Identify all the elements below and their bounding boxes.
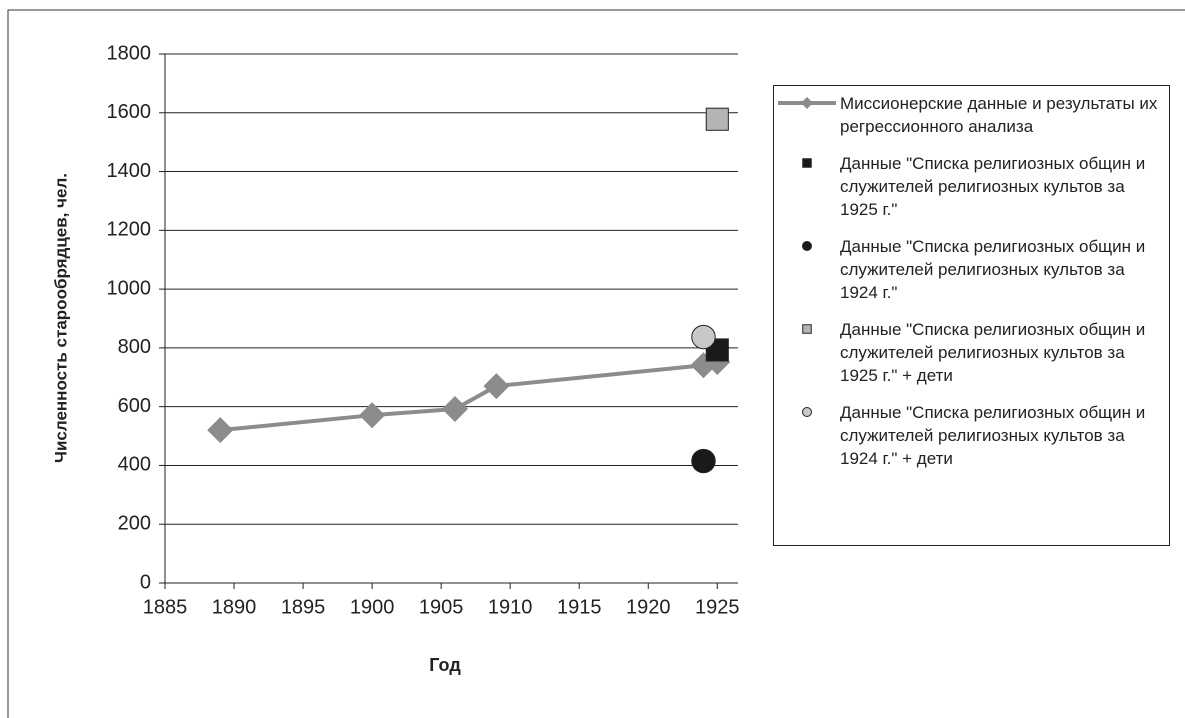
x-tick-label: 1920 [626,596,671,618]
x-tick-label: 1900 [350,596,395,618]
legend-item: Данные "Списка религиозных общин и служи… [774,401,1165,470]
y-tick-label: 1400 [107,160,152,182]
y-tick-label: 1600 [107,101,152,123]
legend-label: Данные "Списка религиозных общин и служи… [840,154,1146,219]
y-tick-label: 1200 [107,219,152,241]
legend-key [802,324,812,334]
legend-item: Миссионерские данные и результаты их рег… [774,92,1165,138]
x-axis-title: Год [429,655,461,675]
x-tick-label: 1905 [419,596,464,618]
frame [7,9,1185,718]
x-tick-label: 1915 [557,596,602,618]
marker [207,417,234,444]
marker [691,448,716,474]
marker [802,407,812,417]
legend-item: Данные "Списка религиозных общин и служи… [774,152,1165,221]
x-tick-label: 1925 [695,596,740,618]
legend-label: Данные "Списка религиозных общин и служи… [840,403,1146,468]
legend-key [802,407,812,417]
marker [483,373,510,400]
marker [801,97,813,109]
x-tick-label: 1895 [281,596,326,618]
legend-label: Миссионерские данные и результаты их рег… [840,94,1158,136]
x-tick-label: 1890 [212,596,257,618]
marker [359,402,386,429]
x-tick-label: 1885 [143,596,188,618]
y-tick-label: 1800 [107,42,152,64]
marker [802,324,812,334]
marker [802,241,812,251]
y-tick-label: 800 [118,336,151,358]
y-tick-label: 1000 [107,277,152,299]
marker [802,158,812,168]
marker [705,107,729,131]
y-tick-label: 200 [118,513,151,535]
legend-key [802,241,812,251]
legend-item: Данные "Списка религиозных общин и служи… [774,235,1165,304]
legend-key [802,158,812,168]
y-tick-label: 600 [118,395,151,417]
x-tick-label: 1910 [488,596,533,618]
y-axis-title: Численность старообрядцев, чел. [51,173,70,463]
marker [441,396,468,423]
legend-key [778,97,836,109]
y-tick-label: 400 [118,454,151,476]
legend: Миссионерские данные и результаты их рег… [773,85,1170,546]
legend-label: Данные "Списка религиозных общин и служи… [840,320,1146,385]
marker [691,324,716,350]
legend-label: Данные "Списка религиозных общин и служи… [840,237,1146,302]
series-line [220,360,718,433]
y-tick-label: 0 [140,571,151,593]
legend-item: Данные "Списка религиозных общин и служи… [774,318,1165,387]
